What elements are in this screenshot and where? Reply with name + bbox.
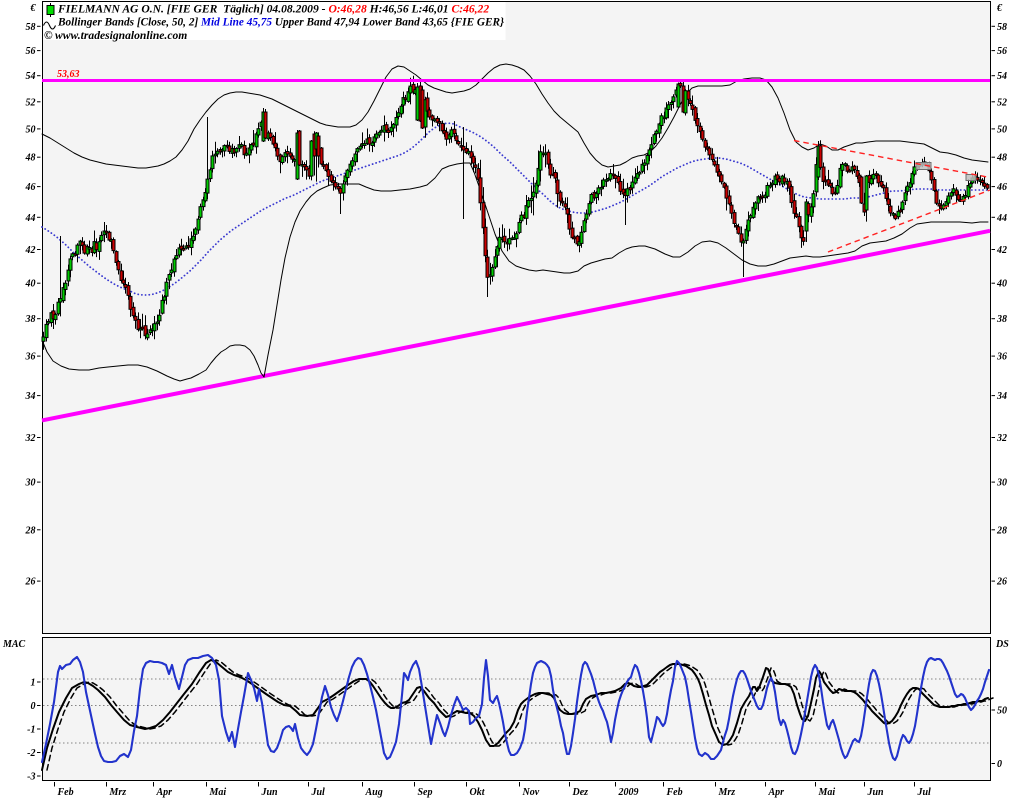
svg-text:1: 1 xyxy=(31,678,36,689)
svg-text:Dez: Dez xyxy=(572,787,589,798)
svg-text:28: 28 xyxy=(25,525,36,536)
svg-text:©: © xyxy=(44,29,53,42)
svg-text:36: 36 xyxy=(25,352,36,363)
svg-text:Jul: Jul xyxy=(311,787,326,798)
svg-text:32: 32 xyxy=(25,433,36,444)
svg-text:38: 38 xyxy=(25,314,36,325)
svg-text:54: 54 xyxy=(997,71,1007,82)
svg-text:Mrz: Mrz xyxy=(109,787,127,798)
svg-text:52: 52 xyxy=(26,97,36,108)
svg-text:58: 58 xyxy=(26,22,36,33)
svg-text:MAC: MAC xyxy=(2,639,26,650)
svg-text:50: 50 xyxy=(997,124,1007,135)
svg-text:40: 40 xyxy=(25,279,36,290)
svg-text:38: 38 xyxy=(996,314,1007,325)
svg-text:40: 40 xyxy=(996,279,1007,290)
svg-text:48: 48 xyxy=(25,153,36,164)
svg-text:52: 52 xyxy=(997,97,1007,108)
svg-text:Sep: Sep xyxy=(418,787,433,798)
svg-text:Aug: Aug xyxy=(365,787,383,798)
svg-text:Nov: Nov xyxy=(522,787,540,798)
svg-text:56: 56 xyxy=(26,46,36,57)
svg-text:Mai: Mai xyxy=(209,787,227,798)
svg-text:Jun: Jun xyxy=(867,787,885,798)
svg-text:36: 36 xyxy=(996,352,1007,363)
svg-text:2009: 2009 xyxy=(618,787,639,798)
svg-text:Bollinger Bands [Close, 50, 2]: Bollinger Bands [Close, 50, 2] Mid Line … xyxy=(57,16,504,29)
svg-text:-1: -1 xyxy=(27,725,35,736)
svg-text:Feb: Feb xyxy=(666,787,683,798)
svg-text:€: € xyxy=(996,3,1003,14)
svg-text:30: 30 xyxy=(25,478,36,489)
svg-text:28: 28 xyxy=(996,525,1007,536)
svg-text:34: 34 xyxy=(996,391,1007,402)
svg-text:Jul: Jul xyxy=(917,787,932,798)
svg-text:FIELMANN AG O.N. [FIE GER Täg: FIELMANN AG O.N. [FIE GER Täglich] 04.08… xyxy=(57,3,489,16)
svg-text:30: 30 xyxy=(996,478,1007,489)
svg-text:32: 32 xyxy=(996,433,1007,444)
svg-text:53,63: 53,63 xyxy=(57,69,80,80)
svg-text:Mrz: Mrz xyxy=(718,787,736,798)
svg-text:58: 58 xyxy=(997,22,1007,33)
svg-text:0: 0 xyxy=(31,701,36,712)
svg-text:€: € xyxy=(30,3,37,14)
svg-text:46: 46 xyxy=(25,182,36,193)
svg-text:26: 26 xyxy=(25,577,36,588)
svg-text:44: 44 xyxy=(25,213,36,224)
svg-text:Apr: Apr xyxy=(156,787,173,798)
svg-text:50: 50 xyxy=(997,706,1007,717)
svg-text:42: 42 xyxy=(996,245,1007,256)
svg-text:44: 44 xyxy=(996,213,1007,224)
svg-text:56: 56 xyxy=(997,46,1007,57)
svg-text:Okt: Okt xyxy=(470,787,486,798)
svg-text:26: 26 xyxy=(996,577,1007,588)
svg-text:-2: -2 xyxy=(27,748,35,759)
svg-text:Jun: Jun xyxy=(261,787,279,798)
svg-text:Apr: Apr xyxy=(768,787,785,798)
svg-text:www.tradesignalonline.com: www.tradesignalonline.com xyxy=(55,29,187,42)
svg-text:0: 0 xyxy=(997,759,1002,770)
svg-text:34: 34 xyxy=(25,391,36,402)
svg-text:-3: -3 xyxy=(27,772,35,783)
svg-text:Feb: Feb xyxy=(57,787,74,798)
svg-text:DS: DS xyxy=(995,639,1009,650)
svg-text:46: 46 xyxy=(996,182,1007,193)
svg-text:42: 42 xyxy=(25,245,36,256)
svg-text:Mai: Mai xyxy=(818,787,836,798)
svg-text:54: 54 xyxy=(26,71,36,82)
svg-text:50: 50 xyxy=(26,124,36,135)
svg-text:48: 48 xyxy=(996,153,1007,164)
